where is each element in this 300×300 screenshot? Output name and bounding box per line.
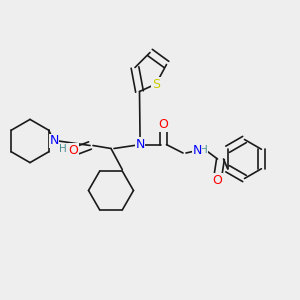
Text: N: N	[135, 138, 145, 151]
Text: O: O	[213, 173, 222, 187]
Text: N: N	[192, 143, 202, 157]
Text: O: O	[159, 118, 168, 131]
Text: H: H	[59, 143, 67, 154]
Text: S: S	[152, 77, 160, 91]
Text: H: H	[200, 145, 208, 155]
Text: N: N	[49, 134, 59, 148]
Text: O: O	[69, 144, 78, 157]
